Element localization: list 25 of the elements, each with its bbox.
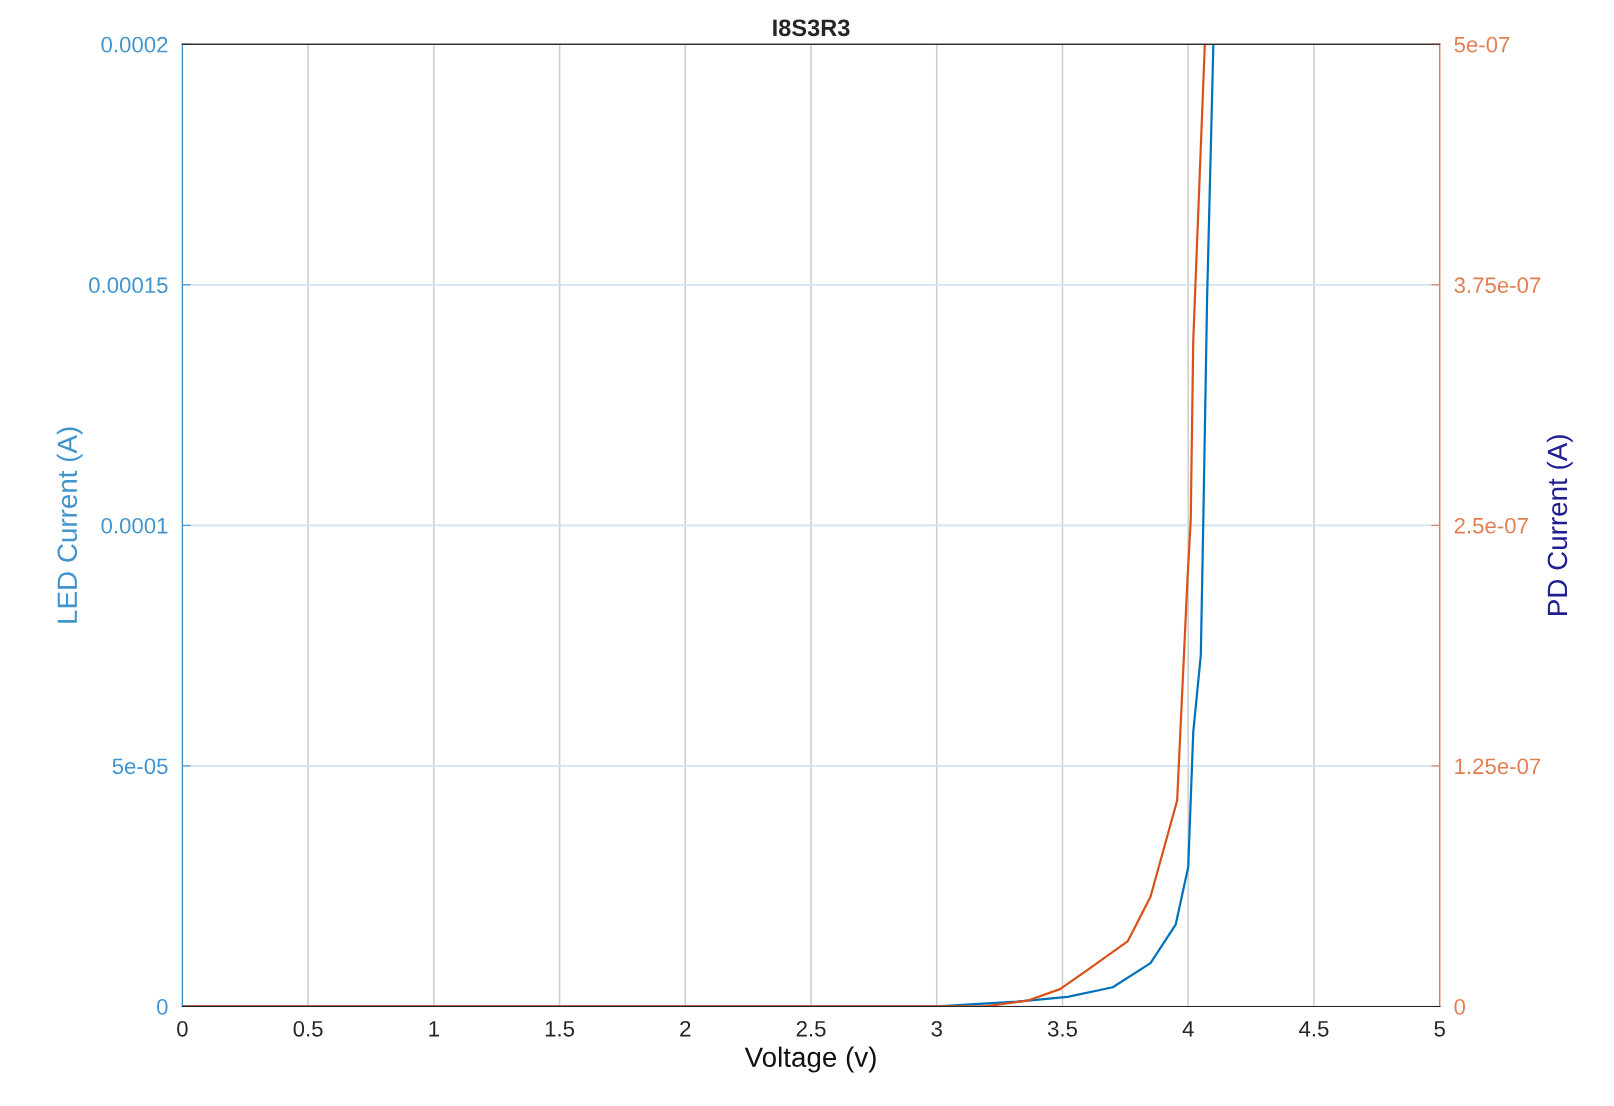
x-tick-label: 3 (931, 1020, 942, 1037)
x-tick-label: 4 (1182, 1021, 1194, 1037)
y-axis-title: LED Current (A) (56, 427, 83, 623)
chart-title: I8S3R3 (773, 19, 850, 37)
y2-tick-label: 3.75e-07 (1454, 277, 1541, 294)
y2-tick-label: 5e-07 (1454, 36, 1510, 53)
x-tick-label: 1.5 (545, 1021, 575, 1037)
x-tick-label: 1 (429, 1021, 439, 1037)
y2-axis-title: PD Current (A) (1546, 435, 1573, 615)
y-tick-label: 0 (157, 998, 168, 1015)
y-tick-label: 0.0002 (101, 36, 168, 53)
y2-tick-label: 2.5e-07 (1454, 517, 1528, 534)
y-tick-label: 0.0001 (101, 517, 168, 534)
x-tick-label: 0.5 (293, 1020, 323, 1037)
x-tick-label: 3.5 (1047, 1020, 1078, 1037)
y-tick-label: 5e-05 (112, 758, 168, 775)
x-axis-title: Voltage (v) (744, 1046, 876, 1073)
x-tick-label: 5 (1434, 1021, 1445, 1037)
y2-tick-label: 0 (1454, 998, 1466, 1015)
y-tick-label: 0.00015 (89, 277, 168, 294)
y2-tick-label: 1.25e-07 (1455, 758, 1541, 775)
x-tick-label: 2.5 (796, 1020, 826, 1037)
x-tick-label: 4.5 (1299, 1021, 1329, 1037)
x-tick-label: 2 (680, 1020, 691, 1037)
x-tick-label: 0 (177, 1020, 188, 1037)
